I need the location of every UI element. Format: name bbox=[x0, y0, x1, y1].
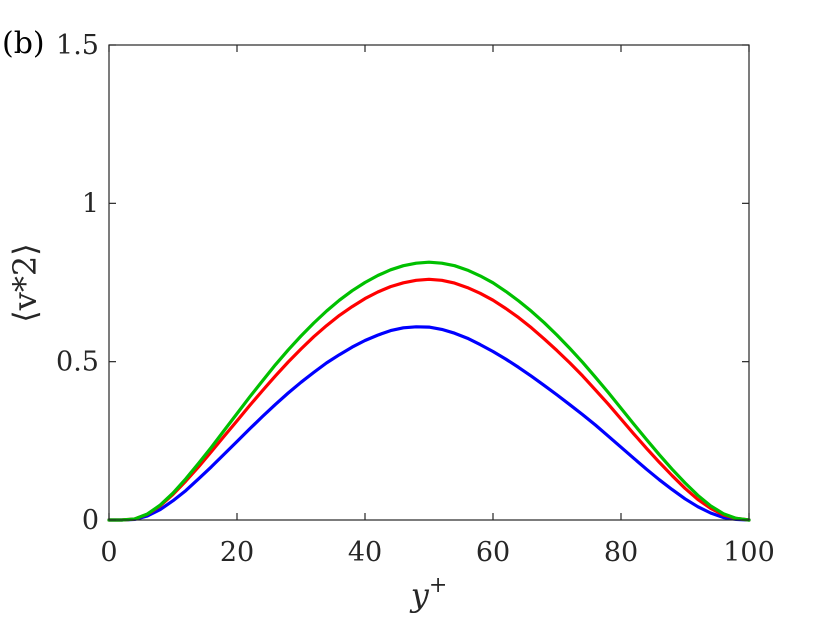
y-tick-label: 0 bbox=[82, 505, 99, 536]
x-tick-label: 80 bbox=[604, 537, 638, 568]
x-tick-label: 0 bbox=[100, 537, 117, 568]
x-axis: 0 20 40 60 80 100 bbox=[100, 45, 775, 568]
series-line-2 bbox=[107, 277, 751, 522]
x-axis-label-sup: + bbox=[429, 573, 447, 598]
y-axis-label: ⟨v*2⟩ bbox=[6, 243, 44, 322]
series-layer bbox=[107, 260, 751, 522]
x-tick-label: 60 bbox=[476, 537, 510, 568]
y-tick-label: 1 bbox=[82, 188, 99, 219]
series-line-3 bbox=[107, 260, 751, 522]
x-axis-label: y+ bbox=[409, 573, 448, 614]
y-tick-label: 0.5 bbox=[56, 347, 99, 378]
x-tick-label: 100 bbox=[723, 537, 775, 568]
x-axis-label-base: y bbox=[409, 576, 430, 614]
y-axis: 0 0.5 1 1.5 bbox=[56, 30, 749, 536]
y-tick-label: 1.5 bbox=[56, 30, 99, 61]
x-tick-label: 40 bbox=[348, 537, 382, 568]
series-line-1 bbox=[107, 325, 751, 522]
x-tick-label: 20 bbox=[220, 537, 254, 568]
panel-label: (b) bbox=[2, 26, 45, 61]
plot-frame bbox=[108, 44, 750, 521]
